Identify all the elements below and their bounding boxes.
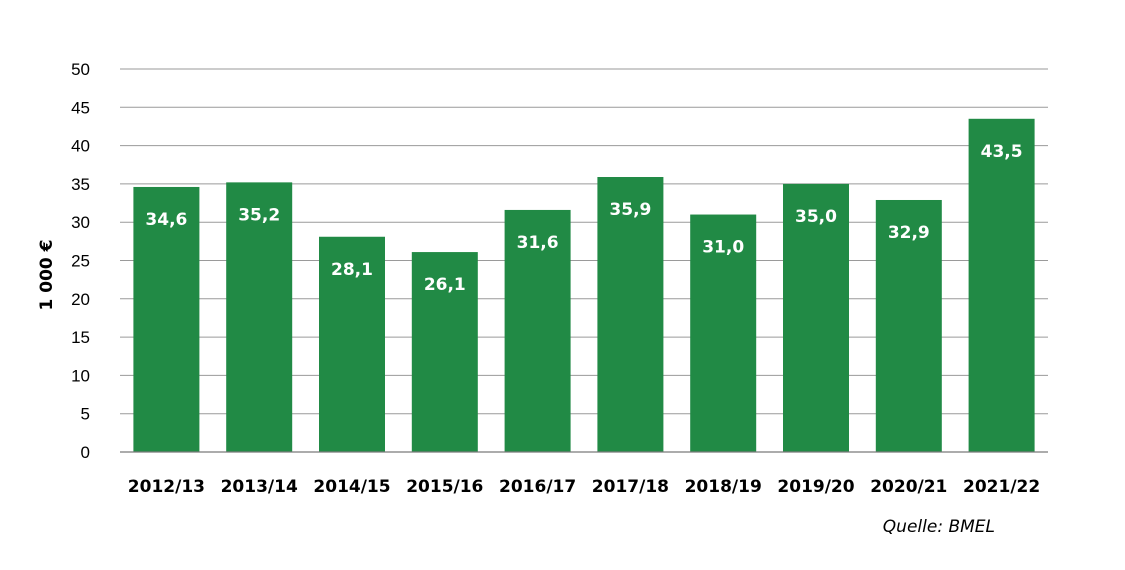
data-label: 34,6: [145, 210, 187, 230]
bar-2021-22: [968, 118, 1035, 452]
data-label: 35,9: [609, 200, 651, 220]
x-tick-label: 2017/18: [592, 477, 669, 497]
x-tick-label: 2014/15: [313, 477, 390, 497]
bar-2012-13: [133, 186, 200, 453]
data-labels: 34,6 35,2 28,1 26,1 31,6 35,9 31,0 35,0 32,9 43,5: [145, 142, 1022, 295]
y-tick-label: 30: [71, 213, 90, 232]
y-tick-label: 5: [81, 405, 90, 424]
y-axis-label: 1 000 €: [37, 240, 57, 311]
data-label: 32,9: [888, 223, 930, 243]
x-tick-label: 2020/21: [870, 477, 947, 497]
data-label: 35,0: [795, 207, 837, 227]
x-tick-label: 2013/14: [221, 477, 298, 497]
x-axis-ticks: 2012/13 2013/14 2014/15 2015/16 2016/17 2017/…: [128, 477, 1040, 497]
bar-2016-17: [504, 209, 571, 452]
data-label: 31,6: [517, 233, 559, 253]
bar-2018-19: [690, 214, 757, 452]
y-tick-label: 35: [71, 175, 90, 194]
data-label: 26,1: [424, 275, 466, 295]
x-tick-label: 2015/16: [406, 477, 483, 497]
bar-2013-14: [226, 182, 293, 453]
bar-2020-21: [875, 199, 942, 452]
y-tick-label: 15: [71, 328, 90, 347]
x-tick-label: 2012/13: [128, 477, 205, 497]
bar-2019-20: [783, 183, 849, 452]
y-tick-label: 40: [71, 137, 90, 156]
bars: [133, 118, 1035, 453]
bar-2017-18: [597, 177, 664, 453]
bar-2015-16: [411, 252, 478, 452]
y-tick-label: 0: [81, 443, 90, 462]
data-label: 43,5: [981, 142, 1023, 162]
y-tick-label: 25: [71, 252, 90, 271]
y-tick-label: 50: [71, 60, 90, 79]
y-axis-ticks: 0 5 10 15 20 25 30 35 40 45 50: [71, 60, 90, 462]
x-tick-label: 2019/20: [777, 477, 854, 497]
x-tick-label: 2016/17: [499, 477, 576, 497]
data-label: 28,1: [331, 260, 373, 280]
y-tick-label: 20: [71, 290, 90, 309]
x-tick-label: 2018/19: [685, 477, 762, 497]
x-tick-label: 2021/22: [963, 477, 1040, 497]
data-label: 35,2: [238, 205, 280, 225]
data-label: 31,0: [702, 238, 744, 258]
y-tick-label: 10: [71, 366, 90, 385]
y-tick-label: 45: [71, 98, 90, 117]
bar-2014-15: [319, 236, 385, 452]
source-note: Quelle: BMEL: [883, 517, 995, 537]
